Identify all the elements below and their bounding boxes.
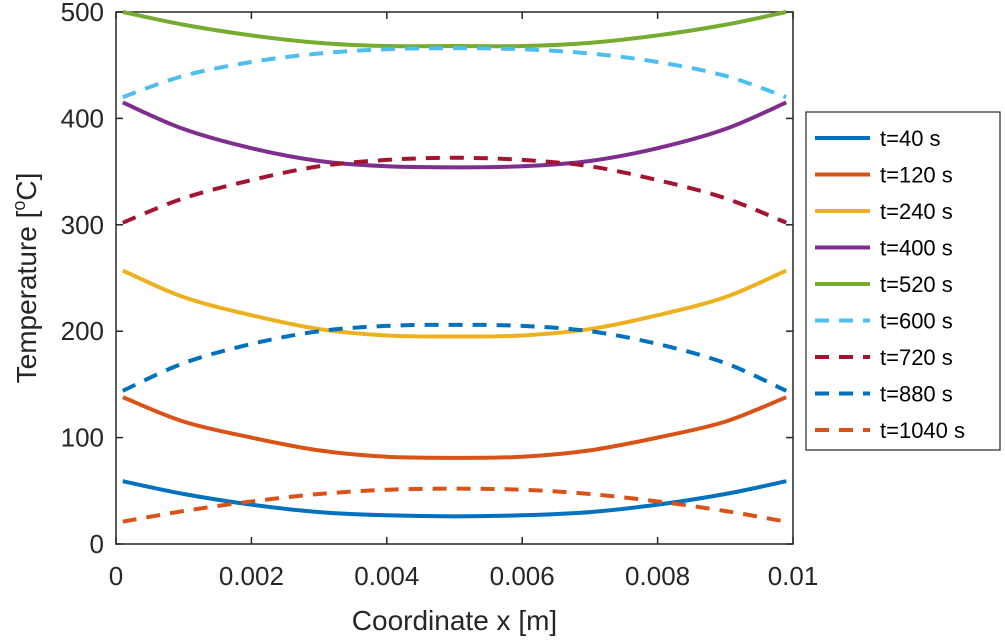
series-line-t-120-s (122, 395, 787, 460)
legend-label-t-120-s: t=120 s (880, 163, 953, 188)
y-tick-label: 500 (61, 0, 104, 27)
legend-label-t-880-s: t=880 s (880, 382, 953, 407)
x-tick-label: 0.01 (768, 561, 819, 591)
series-line-t-720-s (122, 155, 787, 225)
series-line-t-880-s (121, 322, 788, 393)
legend-box (805, 111, 1001, 451)
series-line-t-600-s (122, 46, 787, 100)
legend-label-t-600-s: t=600 s (880, 309, 953, 334)
x-tick-label: 0.002 (219, 561, 284, 591)
plot-area (115, 11, 794, 545)
series-line-t-1040-s (122, 486, 787, 524)
series-line-t-400-s (121, 100, 788, 170)
legend-label-t-400-s: t=400 s (880, 236, 953, 261)
series-line-t-240-s (121, 268, 788, 339)
y-axis-title-main: Temperature [ (11, 210, 42, 383)
legend-label-t-40-s: t=40 s (880, 126, 941, 151)
ticks-layer: 0 0.002 0.004 0.006 0.008 0.01 0 100 200 300 400 50… (61, 0, 819, 591)
y-tick-label: 0 (90, 529, 104, 559)
y-tick-label: 400 (61, 103, 104, 133)
legend-label-t-720-s: t=720 s (880, 345, 953, 370)
legend-label-t-1040-s: t=1040 s (880, 418, 965, 443)
y-tick-label: 100 (61, 423, 104, 453)
legend-items: t=40 s t=120 s t=240 s t=400 s t=520 s t=600 … (815, 126, 965, 443)
legend: t=40 s t=120 s t=240 s t=400 s t=520 s t=600 … (805, 111, 1001, 451)
y-axis-title: Temperature [oC] (9, 173, 42, 384)
y-tick-label: 200 (61, 316, 104, 346)
x-tick-label: 0.006 (490, 561, 555, 591)
x-tick-label: 0.004 (354, 561, 419, 591)
x-tick-label: 0 (109, 561, 123, 591)
x-tick-label: 0.008 (625, 561, 690, 591)
legend-label-t-520-s: t=520 s (880, 272, 953, 297)
y-axis-title-tail: C] (11, 173, 42, 201)
series-line-t-520-s (122, 10, 787, 49)
y-axis-title-superscript: o (9, 201, 29, 211)
x-axis-title: Coordinate x [m] (352, 605, 557, 636)
y-tick-label: 300 (61, 210, 104, 240)
legend-label-t-240-s: t=240 s (880, 199, 953, 224)
series-layer (121, 10, 788, 524)
